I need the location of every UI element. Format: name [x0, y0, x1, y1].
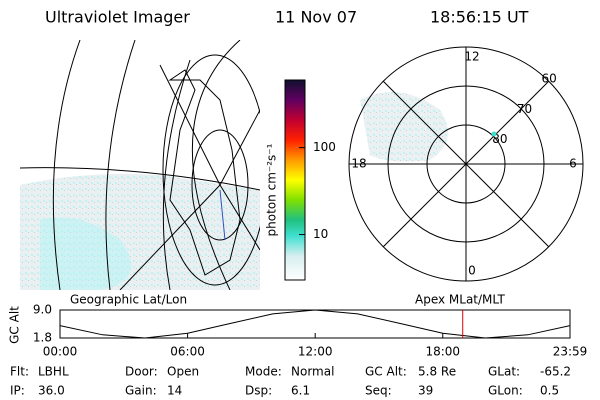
polar-ring: [387, 85, 545, 243]
polar-ring: [426, 124, 506, 204]
status-value: 5.8 Re: [418, 365, 456, 379]
polar-mlt-label: 18: [351, 157, 366, 171]
y-tick-label: 1.8: [33, 331, 52, 345]
colorbar: [284, 79, 306, 281]
colorbar-tick-label: 10: [313, 227, 328, 241]
status-value: 6.1: [291, 384, 310, 398]
altitude-line: [59, 309, 571, 339]
status-value: 14: [167, 384, 182, 398]
colorbar-tick-label: 100: [313, 140, 336, 154]
polar-mlt-label: 12: [464, 50, 479, 64]
status-label: GLon:: [488, 384, 523, 398]
polar-ring-label: 80: [492, 132, 507, 146]
status-label: Dsp:: [245, 384, 272, 398]
polar-label: Apex MLat/MLT: [415, 293, 505, 307]
status-value: Open: [167, 365, 199, 379]
x-tick-label: 18:00: [425, 345, 460, 359]
status-label: IP:: [10, 384, 25, 398]
polar-ring-label: 70: [517, 102, 532, 116]
polar-mlt-label: 6: [569, 157, 577, 171]
status-label: GLat:: [488, 365, 520, 379]
altitude-ylabel: GC Alt: [8, 306, 22, 344]
x-tick-label: 23:59: [553, 345, 588, 359]
polar-ring: [348, 46, 584, 282]
x-tick-label: 06:00: [170, 345, 205, 359]
geo-label: Geographic Lat/Lon: [70, 293, 187, 307]
status-label: Seq:: [365, 384, 392, 398]
status-value: 39: [418, 384, 433, 398]
status-value: LBHL: [38, 365, 69, 379]
status-label: Flt:: [10, 365, 29, 379]
polar-mlt-label: 0: [468, 264, 476, 278]
y-tick-label: 9.0: [33, 303, 52, 317]
colorbar-label: photon cm⁻²s⁻¹: [265, 143, 279, 236]
x-tick-label: 12:00: [298, 345, 333, 359]
date: 11 Nov 07: [275, 8, 357, 27]
time: 18:56:15 UT: [430, 8, 529, 27]
x-tick-label: 00:00: [43, 345, 78, 359]
geo-map: [20, 40, 260, 290]
status-label: Gain:: [125, 384, 157, 398]
polar-ring-label: 60: [542, 71, 557, 85]
title: Ultraviolet Imager: [45, 8, 190, 27]
status-value: 0.5: [540, 384, 559, 398]
status-value: Normal: [291, 365, 334, 379]
aurora-spot: [491, 131, 497, 137]
status-label: Door:: [125, 365, 158, 379]
status-value: -65.2: [540, 365, 571, 379]
status-value: 36.0: [38, 384, 65, 398]
status-label: Mode:: [245, 365, 282, 379]
status-label: GC Alt:: [365, 365, 407, 379]
